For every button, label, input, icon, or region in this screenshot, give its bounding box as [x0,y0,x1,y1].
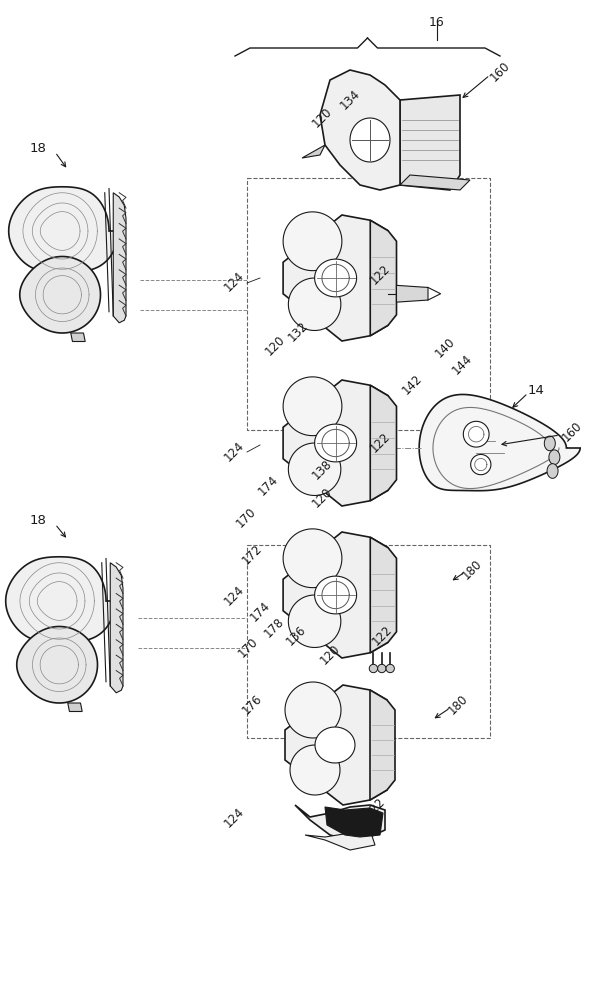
Polygon shape [419,394,580,491]
Text: 170: 170 [233,505,258,531]
Polygon shape [386,664,394,673]
Polygon shape [464,421,489,447]
Polygon shape [315,259,356,297]
Text: 160: 160 [559,419,584,445]
Text: 18: 18 [30,141,46,154]
Text: 132: 132 [286,319,311,345]
Polygon shape [20,257,101,333]
Polygon shape [549,450,560,465]
Text: 172: 172 [239,542,265,568]
Text: 124: 124 [221,439,246,465]
Polygon shape [110,563,123,693]
Polygon shape [350,118,390,162]
Polygon shape [315,576,356,614]
Text: 16: 16 [429,15,445,28]
Text: 14: 14 [528,383,544,396]
Polygon shape [283,532,388,658]
Polygon shape [289,443,341,495]
Polygon shape [302,145,325,158]
Text: 170: 170 [236,635,261,661]
Text: 140: 140 [433,335,458,361]
Polygon shape [400,175,470,190]
Polygon shape [289,278,341,330]
Polygon shape [305,830,375,850]
Text: 134: 134 [337,87,362,113]
Polygon shape [547,464,558,478]
Polygon shape [320,70,400,190]
Text: 120: 120 [318,642,343,668]
Text: 124: 124 [221,805,246,831]
Text: 138: 138 [309,458,334,482]
Text: 18: 18 [30,514,46,526]
Polygon shape [6,557,114,642]
Text: 180: 180 [459,558,484,582]
Text: 120: 120 [309,485,334,511]
Text: 122: 122 [362,795,387,821]
Polygon shape [113,193,126,323]
Polygon shape [378,664,386,673]
Polygon shape [400,95,460,190]
Text: 122: 122 [368,430,393,456]
Polygon shape [396,285,428,302]
Polygon shape [289,595,341,647]
Text: 174: 174 [248,599,273,625]
Text: 120: 120 [262,333,287,359]
Polygon shape [285,682,341,738]
Text: 174: 174 [255,473,281,499]
Text: 122: 122 [369,623,394,649]
Polygon shape [295,805,385,840]
Polygon shape [370,537,396,653]
Text: 122: 122 [368,262,393,288]
Text: 160: 160 [487,59,512,85]
Text: 180: 180 [446,693,471,717]
Text: 120: 120 [309,105,334,131]
Polygon shape [370,385,396,501]
Polygon shape [71,333,85,342]
Polygon shape [283,377,342,436]
Polygon shape [369,664,378,673]
Text: 176: 176 [239,692,265,718]
Polygon shape [544,436,555,451]
Text: 136: 136 [283,623,308,649]
Text: 124: 124 [221,269,246,295]
Polygon shape [283,380,388,506]
Polygon shape [283,215,388,341]
Text: 124: 124 [221,583,246,609]
Polygon shape [370,220,396,336]
Text: 142: 142 [399,372,425,398]
Polygon shape [9,187,117,272]
Polygon shape [315,424,356,462]
Polygon shape [370,690,395,800]
Polygon shape [283,529,342,588]
Polygon shape [283,212,342,271]
Text: 144: 144 [449,352,475,378]
Polygon shape [471,454,491,475]
Polygon shape [68,703,82,712]
Polygon shape [325,807,383,837]
Polygon shape [315,727,355,763]
Polygon shape [290,745,340,795]
Polygon shape [17,627,98,703]
Polygon shape [285,685,387,805]
Text: 178: 178 [261,615,287,641]
